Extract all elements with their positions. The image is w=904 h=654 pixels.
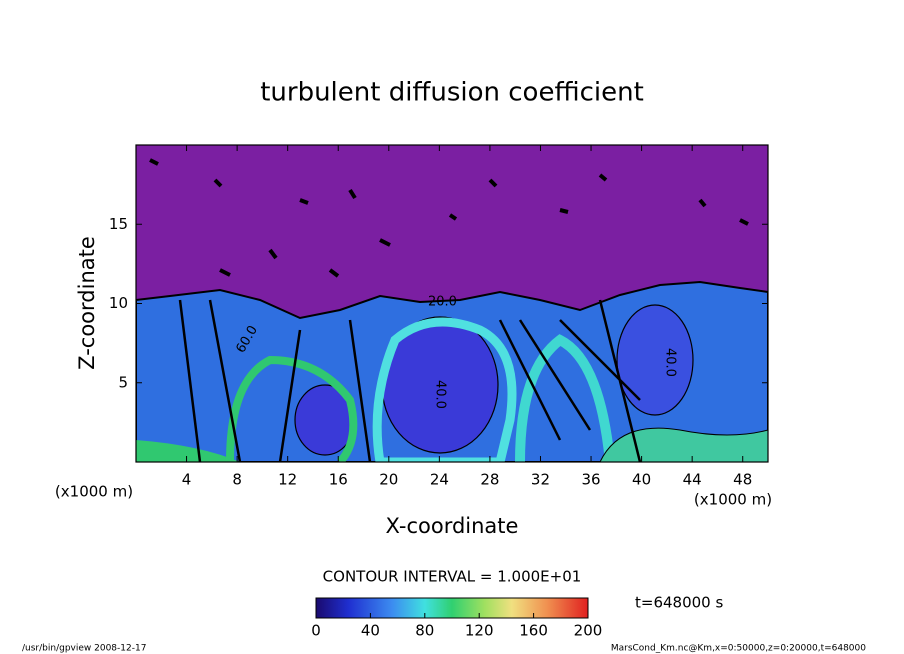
x-tick-label: 12 xyxy=(278,471,297,489)
field-band xyxy=(515,334,615,462)
y-tick-label: 15 xyxy=(109,215,128,233)
y-tick-label: 5 xyxy=(118,373,128,391)
colorbar-tick-label: 120 xyxy=(465,622,494,640)
x-tick-label: 16 xyxy=(329,471,348,489)
x-axis-label: X-coordinate xyxy=(386,514,519,538)
field-blob xyxy=(616,304,694,416)
colorbar-tick-label: 0 xyxy=(311,622,321,640)
colorbar-tick-label: 40 xyxy=(361,622,380,640)
colorbar xyxy=(315,597,589,619)
contour-label: 20.0 xyxy=(428,295,457,310)
contour-field: 20.0 60.0 40.0 40.0 xyxy=(136,145,768,462)
x-tick-label: 36 xyxy=(581,471,600,489)
x-axis-unit: (x1000 m) xyxy=(694,491,772,509)
time-label: t=648000 s xyxy=(635,594,723,612)
x-tick-label: 44 xyxy=(683,471,702,489)
x-tick-label: 28 xyxy=(480,471,499,489)
x-tick-label: 4 xyxy=(182,471,192,489)
contour-label: 40.0 xyxy=(663,348,678,377)
x-tick-label: 48 xyxy=(733,471,752,489)
contour-interval: CONTOUR INTERVAL = 1.000E+01 xyxy=(323,568,582,586)
x-tick-label: 40 xyxy=(632,471,651,489)
footer-right: MarsCond_Km.nc@Km,x=0:50000,z=0:20000,t=… xyxy=(611,644,866,654)
field-band xyxy=(136,440,240,462)
x-tick-label: 32 xyxy=(531,471,550,489)
colorbar-tick-label: 160 xyxy=(519,622,548,640)
field-band xyxy=(599,427,768,462)
contour-label: 40.0 xyxy=(433,380,448,409)
y-tick-label: 10 xyxy=(109,294,128,312)
y-axis-label: Z-coordinate xyxy=(75,236,99,370)
chart-title: turbulent diffusion coefficient xyxy=(260,78,644,108)
colorbar-tick-label: 80 xyxy=(415,622,434,640)
field-specks xyxy=(149,158,749,278)
colorbar-tick-label: 200 xyxy=(574,622,603,640)
field-band xyxy=(226,355,358,462)
y-axis-unit: (x1000 m) xyxy=(55,483,133,501)
field-band xyxy=(372,317,517,462)
x-tick-label: 24 xyxy=(430,471,449,489)
field-contours xyxy=(178,299,642,462)
x-tick-label: 20 xyxy=(379,471,398,489)
x-tick-label: 8 xyxy=(232,471,242,489)
footer-left: /usr/bin/gpview 2008-12-17 xyxy=(22,644,146,654)
